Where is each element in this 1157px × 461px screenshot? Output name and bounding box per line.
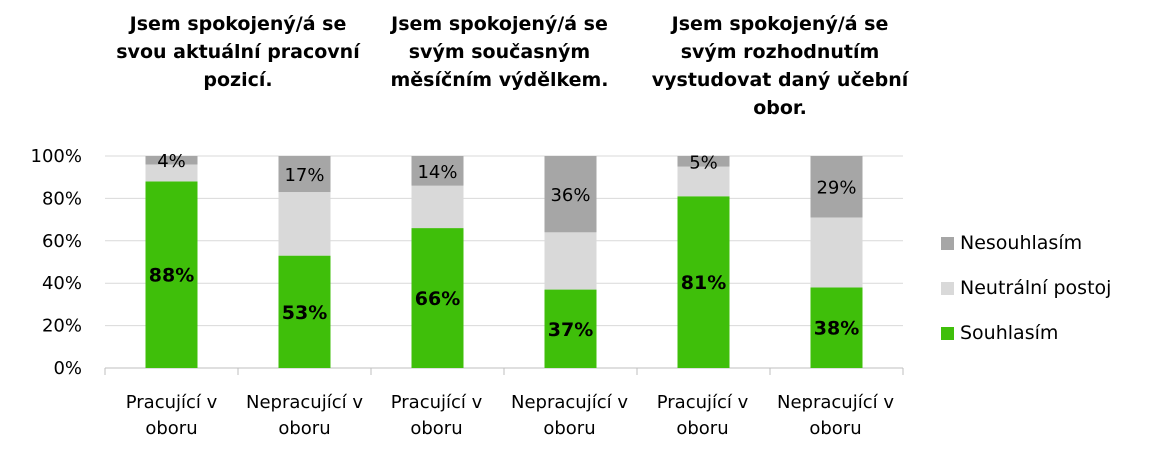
legend-label-nesouhlasim: Nesouhlasím bbox=[960, 232, 1083, 254]
legend-swatch-souhlasim bbox=[941, 326, 954, 340]
legend-label-souhlasim: Souhlasím bbox=[960, 322, 1059, 344]
legend: Nesouhlasím Neutrální postoj Souhlasím bbox=[941, 232, 1111, 367]
y-tick-label: 80% bbox=[42, 188, 82, 209]
data-label-nesouhlasim-3: 14% bbox=[417, 162, 457, 183]
data-label-nesouhlasim-1: 4% bbox=[157, 151, 186, 172]
bar-nesouhlasim-5 bbox=[677, 156, 730, 167]
legend-item-souhlasim: Souhlasím bbox=[941, 322, 1111, 344]
data-label-souhlasim-5: 81% bbox=[681, 272, 726, 294]
x-tick-label-2: Nepracující v oboru bbox=[246, 392, 363, 439]
group-title-2: Jsem spokojený/á se svým současným měsíč… bbox=[390, 13, 609, 91]
x-tick-label-4: Nepracující v oboru bbox=[511, 392, 628, 439]
bar-nesouhlasim-6 bbox=[810, 156, 863, 218]
data-label-souhlasim-6: 38% bbox=[814, 318, 859, 340]
data-label-souhlasim-1: 88% bbox=[149, 265, 194, 287]
bar-neutralni-6 bbox=[810, 217, 863, 288]
bar-nesouhlasim-3 bbox=[411, 156, 464, 186]
data-label-nesouhlasim-6: 29% bbox=[816, 178, 856, 199]
data-label-souhlasim-2: 53% bbox=[282, 302, 327, 324]
y-tick-label: 0% bbox=[53, 358, 82, 379]
legend-item-nesouhlasim: Nesouhlasím bbox=[941, 232, 1111, 254]
bar-souhlasim-5 bbox=[677, 196, 730, 368]
x-tick-label-1: Pracující v oboru bbox=[125, 392, 218, 439]
bar-neutralni-5 bbox=[677, 166, 730, 197]
x-tick-label-5: Pracující v oboru bbox=[656, 392, 749, 439]
legend-swatch-neutralni bbox=[941, 281, 954, 295]
x-tick-label-3: Pracující v oboru bbox=[390, 392, 483, 439]
bar-neutralni-3 bbox=[411, 185, 464, 229]
y-tick-label: 100% bbox=[31, 146, 82, 167]
bar-souhlasim-1 bbox=[145, 181, 198, 368]
data-label-nesouhlasim-5: 5% bbox=[689, 152, 718, 173]
y-tick-label: 60% bbox=[42, 231, 82, 252]
bar-souhlasim-3 bbox=[411, 228, 464, 368]
bar-souhlasim-2 bbox=[278, 255, 331, 368]
y-tick-label: 40% bbox=[42, 273, 82, 294]
bar-souhlasim-4 bbox=[544, 289, 597, 368]
data-label-nesouhlasim-4: 36% bbox=[550, 185, 590, 206]
bar-nesouhlasim-2 bbox=[278, 156, 331, 193]
legend-item-neutralni: Neutrální postoj bbox=[941, 277, 1111, 299]
y-tick-label: 20% bbox=[42, 316, 82, 337]
bar-nesouhlasim-1 bbox=[145, 156, 198, 165]
group-title-1: Jsem spokojený/á se svou aktuální pracov… bbox=[116, 13, 360, 91]
bar-neutralni-4 bbox=[544, 232, 597, 290]
data-label-souhlasim-4: 37% bbox=[548, 319, 593, 341]
data-label-nesouhlasim-2: 17% bbox=[284, 165, 324, 186]
bar-neutralni-2 bbox=[278, 192, 331, 256]
bar-nesouhlasim-4 bbox=[544, 156, 597, 233]
data-label-souhlasim-3: 66% bbox=[415, 288, 460, 310]
legend-swatch-nesouhlasim bbox=[941, 236, 954, 250]
x-tick-label-6: Nepracující v oboru bbox=[777, 392, 894, 439]
bar-neutralni-1 bbox=[145, 164, 198, 182]
group-title-3: Jsem spokojený/á se svým rozhodnutím vys… bbox=[651, 13, 909, 119]
bar-souhlasim-6 bbox=[810, 287, 863, 368]
legend-label-neutralni: Neutrální postoj bbox=[960, 277, 1112, 299]
